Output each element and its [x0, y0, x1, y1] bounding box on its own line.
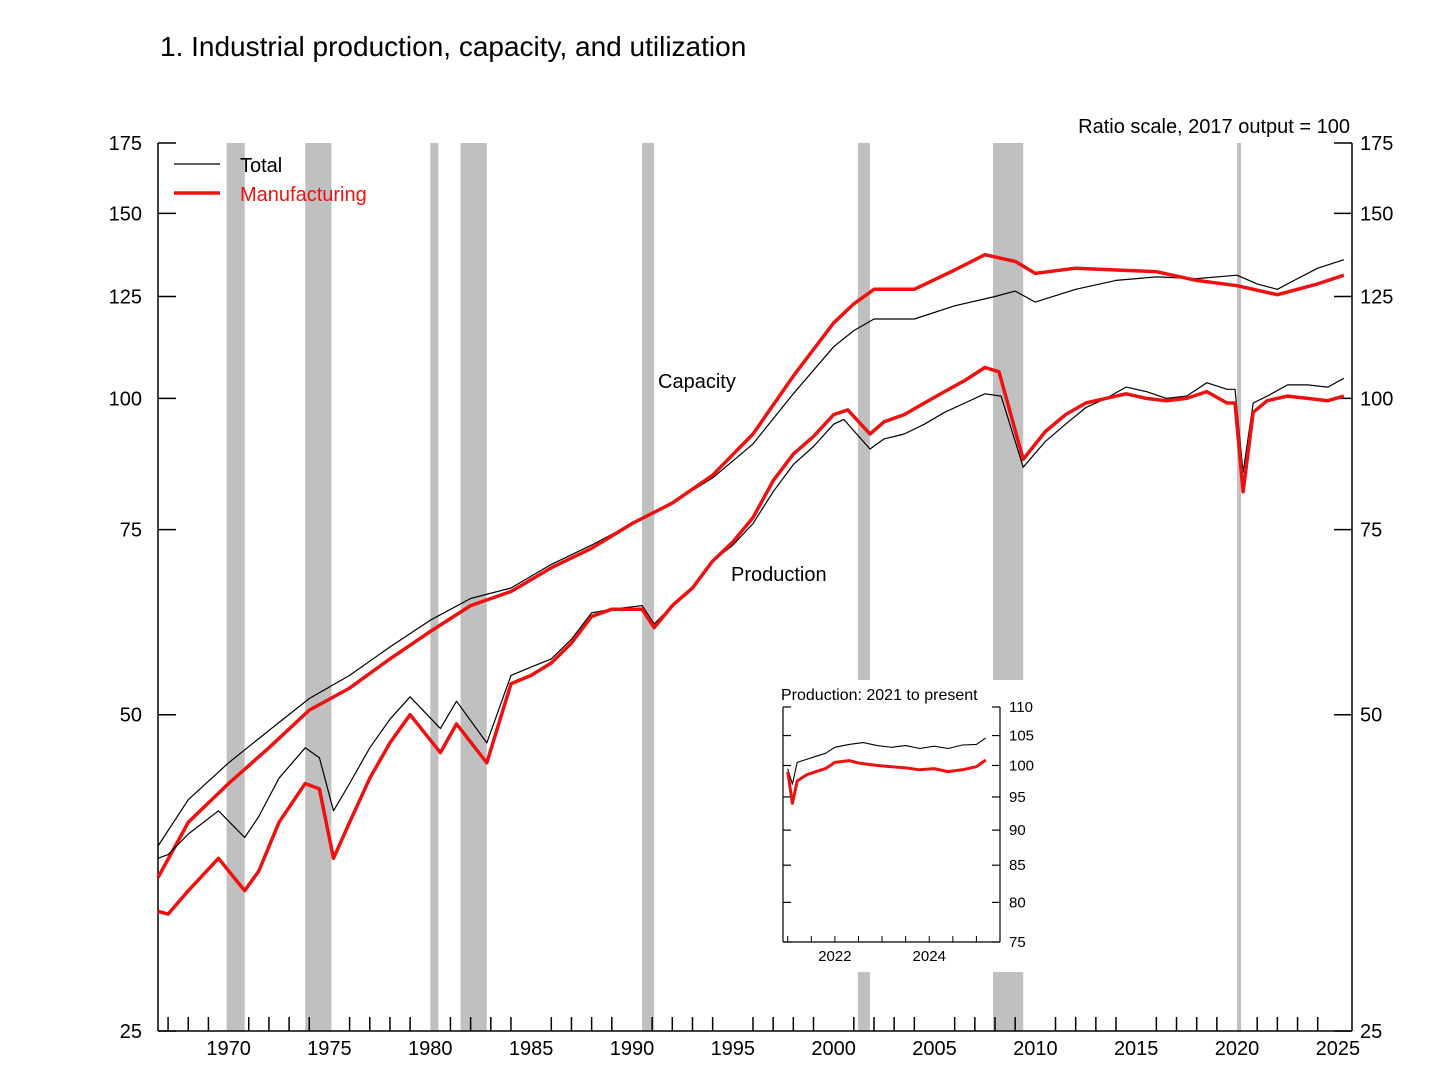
y-tick-label-left: 50 [120, 705, 142, 727]
legend-manufacturing-label: Manufacturing [240, 184, 367, 206]
y-tick-label-right: 50 [1360, 705, 1382, 727]
inset-manufacturing-line [786, 758, 987, 805]
inset-y-tick-label: 110 [1009, 699, 1033, 716]
x-tick-label: 1980 [408, 1038, 453, 1060]
production-annotation: Production [731, 564, 827, 586]
inset-plot: 75 80 85 90 95 100 105 110 2022 2024 [782, 699, 1034, 965]
x-tick-label: 1990 [610, 1038, 655, 1060]
y-tick-label-left: 175 [109, 133, 142, 155]
recession-band-2 [430, 143, 439, 1031]
inset-x-tick-label: 2024 [913, 948, 946, 965]
recession-band-3 [460, 143, 487, 1031]
inset-x-tick-label: 2022 [818, 948, 851, 965]
x-tick-label: 1975 [307, 1038, 352, 1060]
y-tick-label-right: 125 [1360, 287, 1393, 309]
inset-title: Production: 2021 to present [781, 687, 978, 704]
capacity-annotation: Capacity [658, 371, 736, 393]
x-tick-label: 2025 [1316, 1038, 1361, 1060]
inset-y-tick-label: 100 [1009, 757, 1034, 774]
y-tick-label-right: 100 [1360, 388, 1393, 410]
y-tick-label-right: 150 [1360, 203, 1393, 225]
scale-note: Ratio scale, 2017 output = 100 [1078, 116, 1350, 138]
inset-background [778, 680, 1040, 972]
recession-band-0 [226, 143, 245, 1031]
series-lines [156, 252, 1345, 916]
production-manufacturing-line [157, 365, 1345, 916]
y-tick-label-left: 125 [109, 287, 142, 309]
y-tick-label-left: 75 [120, 520, 142, 542]
x-tick-label: 2015 [1114, 1038, 1159, 1060]
axes: 25 25 50 50 75 75 100 100 125 125 150 150 175 175 1970… [109, 133, 1394, 1060]
legend-total-label: Total [240, 155, 282, 177]
x-tick-label: 2000 [811, 1038, 856, 1060]
y-tick-label-left: 25 [120, 1021, 142, 1043]
inset-y-tick-label: 80 [1009, 894, 1026, 911]
x-tick-label: 2010 [1013, 1038, 1058, 1060]
y-tick-label-right: 175 [1360, 133, 1393, 155]
x-tick-label: 1970 [206, 1038, 251, 1060]
inset-chart: Production: 2021 to present 75 80 85 90 95 10… [778, 680, 1040, 972]
chart-title: 1. Industrial production, capacity, and … [160, 31, 746, 62]
capacity-total-line [157, 259, 1345, 847]
recession-band-4 [642, 143, 655, 1031]
capacity-manufacturing-line [156, 252, 1345, 879]
inset-y-tick-label: 90 [1009, 822, 1026, 839]
x-tick-label: 1985 [509, 1038, 554, 1060]
y-tick-label-right: 75 [1360, 520, 1382, 542]
recession-band-1 [305, 143, 332, 1031]
legend: Total Manufacturing [174, 155, 367, 206]
x-tick-label: 1995 [711, 1038, 756, 1060]
x-tick-label: 2005 [912, 1038, 957, 1060]
inset-y-tick-label: 85 [1009, 857, 1026, 874]
inset-y-tick-label: 105 [1009, 728, 1034, 745]
production-total-line [157, 377, 1345, 859]
y-tick-label-left: 100 [109, 388, 142, 410]
inset-total-line [787, 737, 987, 785]
y-tick-label-left: 150 [109, 203, 142, 225]
recession-band-7 [1237, 143, 1242, 1031]
y-tick-label-right: 25 [1360, 1021, 1382, 1043]
recession-shading [226, 143, 1242, 1031]
x-tick-label: 2020 [1215, 1038, 1260, 1060]
inset-y-tick-label: 95 [1009, 789, 1026, 806]
inset-y-tick-label: 75 [1009, 934, 1026, 951]
